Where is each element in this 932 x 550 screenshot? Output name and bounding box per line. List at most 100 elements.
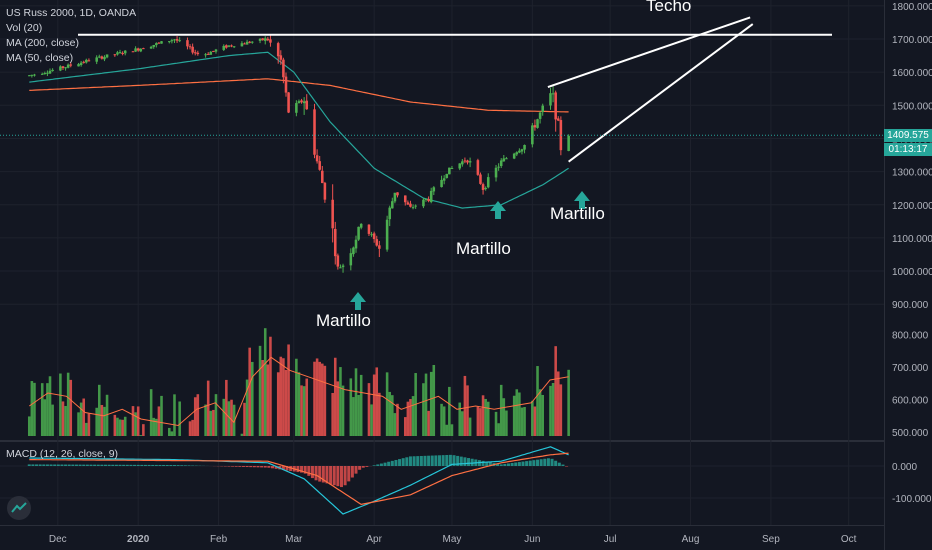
macd-histogram-bar [104,464,108,466]
candle-body [429,190,433,203]
candle-body [494,167,498,178]
candle-body [403,195,407,203]
macd-histogram-bar [379,463,383,466]
volume-bar [51,404,54,436]
tradingview-logo[interactable] [7,496,31,520]
candle-body [206,53,210,55]
candle-body [121,53,124,55]
candle-body [295,103,298,113]
volume-bar [118,419,122,436]
macd-histogram-bar [31,464,35,466]
time-tick-label: 2020 [127,534,150,545]
candle-body [481,184,485,190]
volume-bar [406,401,410,436]
volume-bar [100,404,104,436]
volume-bar [323,365,327,436]
volume-bar [266,364,270,436]
candle-body [168,41,171,43]
volume-bar [476,406,480,436]
volume-bar [484,398,487,436]
macd-histogram-bar [383,462,387,466]
macd-histogram-bar [470,458,474,466]
macd-histogram-bar [71,464,75,466]
macd-histogram-bar [430,455,434,466]
volume-bar [481,395,485,436]
macd-histogram-bar [546,458,550,466]
volume-bar [512,395,516,436]
macd-histogram-bar [336,466,340,487]
volume-bar [440,403,443,436]
candle-body [391,201,394,209]
macd-histogram-bar [376,464,380,466]
volume-bar [432,364,436,436]
volume-bar [214,394,218,436]
volume-bar [152,417,156,436]
macd-histogram-bar [499,464,503,466]
annotation-martillo-3: Martillo [550,204,605,223]
candle-body [69,64,73,66]
price-tick-label: 900.000 [892,300,929,311]
candle-body [505,158,508,160]
candle-body [266,38,270,41]
macd-histogram-bar [67,464,71,466]
macd-histogram-bar [151,464,155,466]
candle-body [284,76,288,93]
volume-bar [341,385,345,436]
candle-body [173,39,176,41]
volume-bar [33,382,36,436]
candle-body [323,182,327,200]
volume-bar [461,411,464,436]
annotation-martillo-1: Martillo [316,311,371,330]
countdown-tag: 01:13:17 [884,143,932,156]
logo-icon [11,502,27,513]
macd-histogram-bar [140,464,144,466]
candle-body [100,56,104,59]
macd-histogram-bar [408,456,412,466]
macd-histogram-bar [318,466,322,482]
candle-body [556,118,560,121]
candle-body [27,75,31,77]
candle-body [209,51,213,55]
volume-bar [388,391,391,436]
macd-histogram-bar [100,464,104,466]
macd-histogram-bar [93,464,97,466]
macd-histogram-bar [274,466,278,469]
volume-bar [282,358,285,436]
candle-body [549,93,552,106]
volume-bar [134,412,137,436]
volume-bar [149,389,153,436]
candle-body [406,202,410,205]
candle-body [77,64,80,67]
candle-body [33,74,36,76]
candle-body [479,174,482,184]
volume-bar [372,374,376,436]
candle-body [396,192,399,196]
volume-bar [559,384,563,436]
volume-bar [339,367,342,436]
volume-bar [46,383,49,436]
price-tick-label: 1700.000 [892,35,932,46]
candle-body [261,38,264,41]
volume-bar [567,369,570,436]
volume-bar [391,395,394,436]
volume-bar [204,404,207,436]
candle-body [424,198,428,200]
volume-bar [336,381,340,436]
volume-bar [66,372,70,436]
volume-bar [77,412,80,436]
candle-body [354,239,358,249]
volume-tick-label: 700.000 [892,363,929,374]
macd-histogram-bar [339,466,343,488]
volume-bar [549,385,552,436]
candle-body [139,48,143,52]
macd-histogram-bar [496,463,500,466]
candle-body [46,72,49,74]
macd-histogram-bar [56,464,60,466]
macd-histogram-bar [136,464,140,466]
candle-body [466,160,469,163]
volume-bar [103,406,106,436]
legend-ma200: MA (200, close) [6,37,79,49]
macd-histogram-bar [183,465,187,466]
candle-body [409,203,412,207]
